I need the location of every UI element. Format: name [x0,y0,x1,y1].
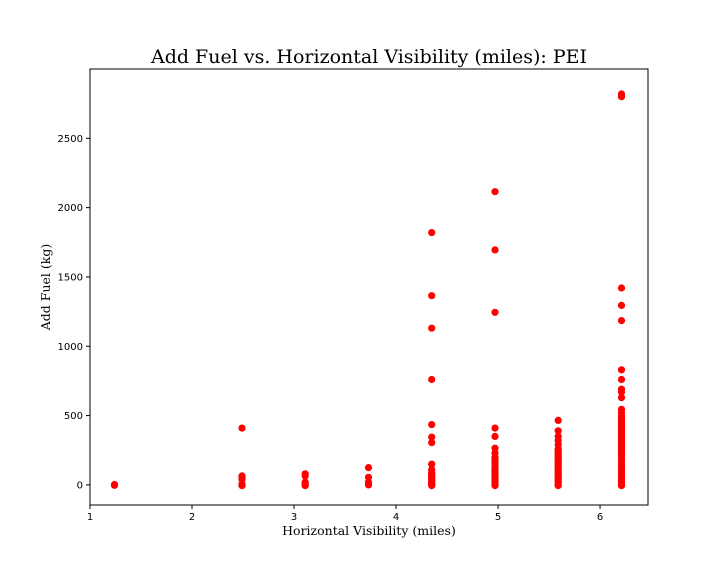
data-point [364,481,373,489]
y-tick-label: 1000 [58,342,83,353]
data-point [428,460,436,468]
y-tick-label: 500 [64,411,83,422]
data-point [617,375,626,384]
data-point [554,482,562,490]
x-tick-label: 5 [495,512,501,523]
data-point [617,93,626,101]
data-point [617,284,626,292]
x-axis-ticks: 1 2 3 4 5 6 [87,505,603,523]
data-point [428,292,436,300]
data-point [491,424,499,432]
data-point [491,466,499,474]
data-point [617,482,626,490]
data-point [428,439,436,447]
x-tick-label: 3 [291,512,297,523]
y-axis-ticks: 0 500 1000 1500 2000 2500 [58,134,90,491]
data-point [491,482,499,490]
data-point [491,457,499,465]
data-point [428,375,436,384]
data-point [238,482,246,490]
data-point [238,424,246,432]
y-tick-label: 1500 [58,272,83,283]
chart-title: Add Fuel vs. Horizontal Visibility (mile… [150,46,587,68]
x-tick-label: 4 [393,512,399,523]
data-point [428,477,436,485]
data-point [617,388,626,396]
x-tick-label: 2 [189,512,195,523]
data-point [554,416,562,424]
data-point [428,433,436,441]
data-point [301,482,309,490]
data-point [554,427,562,435]
data-point [364,464,373,472]
plot-frame [89,68,649,506]
data-point [617,366,626,374]
data-point [491,188,499,196]
data-point [617,450,626,458]
x-tick-label: 6 [597,512,603,523]
y-axis-label: Add Fuel (kg) [38,244,53,331]
data-point [428,324,436,332]
y-tick-label: 2500 [58,134,83,145]
data-point [301,472,309,480]
data-point [491,246,499,254]
x-tick-label: 1 [87,512,93,523]
x-axis-label: Horizontal Visibility (miles) [282,523,456,538]
data-point [428,229,436,237]
data-point [491,471,499,479]
data-point [428,421,436,429]
y-tick-label: 2000 [58,203,83,214]
data-point [110,481,119,489]
y-tick-label: 0 [77,480,83,491]
data-point [491,432,499,440]
data-point [491,308,499,316]
data-point [617,301,626,309]
data-point [617,394,626,402]
data-points [110,90,626,490]
data-point [554,475,562,483]
data-point [617,317,626,325]
